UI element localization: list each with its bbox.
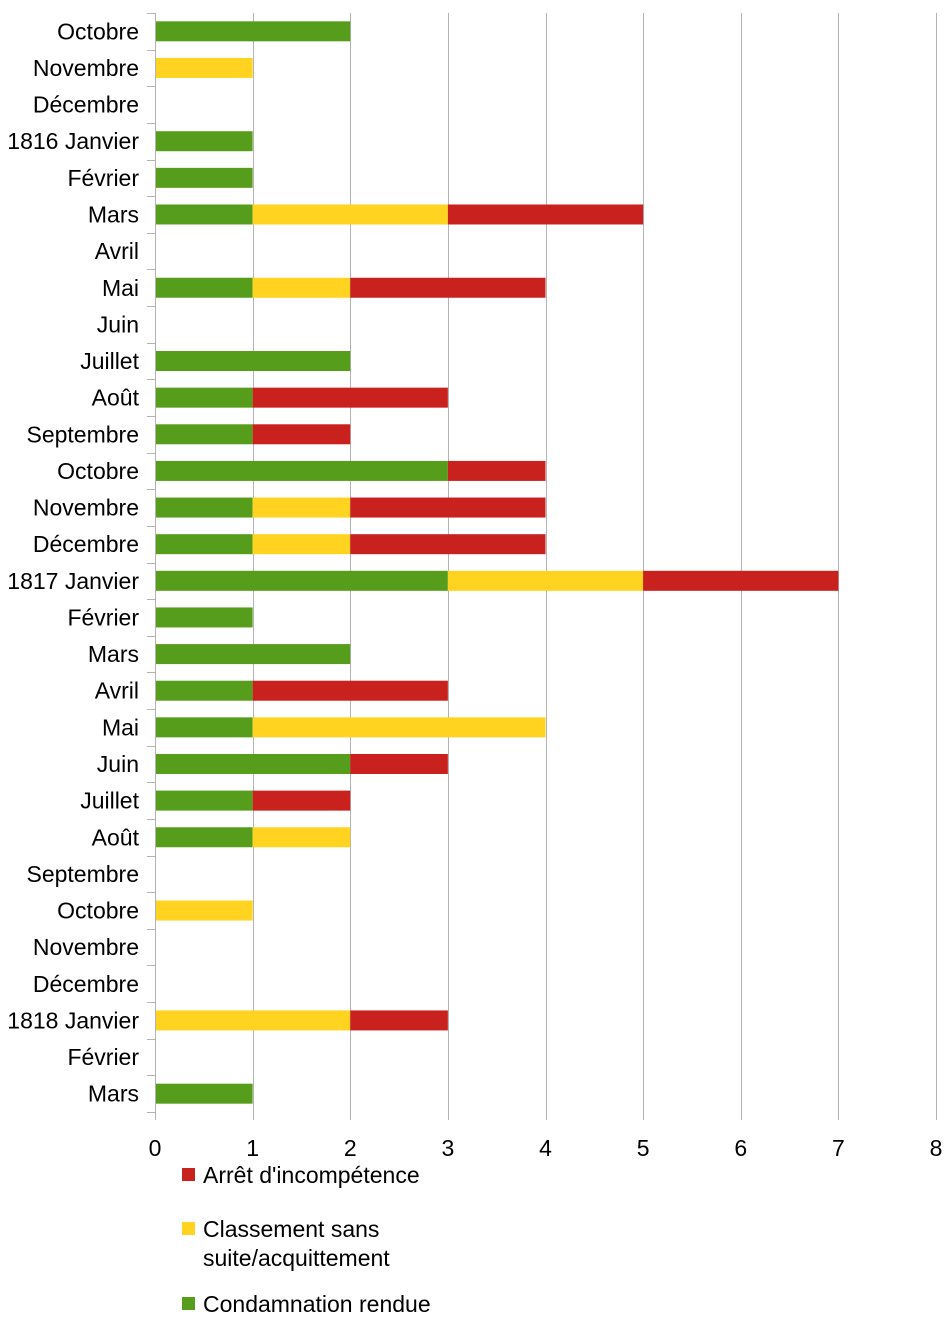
bar-segment-series-0: [155, 351, 351, 372]
y-category-label: 1817 Janvier: [7, 568, 139, 594]
y-category-label: Septembre: [26, 421, 139, 447]
bar-segment-series-2: [350, 753, 448, 774]
bar-segment-series-2: [350, 277, 546, 298]
y-category-label: Novembre: [33, 934, 139, 960]
y-category-label: Octobre: [57, 898, 139, 924]
x-tick-label: 7: [832, 1135, 845, 1161]
y-category-label: Février: [67, 1044, 139, 1070]
y-category-label: Février: [67, 165, 139, 191]
bar-segment-series-0: [155, 204, 253, 225]
x-tick-label: 3: [441, 1135, 454, 1161]
bar-segment-series-2: [252, 790, 351, 811]
bar-segment-series-2: [447, 204, 644, 225]
y-category-label: Septembre: [26, 861, 139, 887]
legend-label: Arrêt d'incompétence: [203, 1162, 420, 1188]
bar-segment-series-1: [155, 1010, 351, 1031]
bar-segment-series-0: [155, 644, 351, 665]
legend-swatch: [182, 1297, 195, 1310]
y-category-label: Juillet: [80, 348, 139, 374]
bar-segment-series-0: [155, 131, 253, 152]
x-tick-label: 1: [246, 1135, 259, 1161]
bar-segment-series-0: [155, 753, 351, 774]
y-category-label: Août: [92, 824, 140, 850]
bar-segment-series-0: [155, 460, 448, 481]
bar-segment-series-1: [252, 277, 351, 298]
y-category-label: Juillet: [80, 788, 139, 814]
bar-segment-series-1: [252, 497, 351, 518]
bar-segment-series-2: [252, 680, 448, 701]
y-category-label: Octobre: [57, 458, 139, 484]
legend-swatch: [182, 1168, 195, 1181]
legend-label: Classement sans: [203, 1216, 379, 1242]
bar-segment-series-0: [155, 570, 448, 591]
bar-segment-series-1: [252, 717, 546, 738]
x-tick-label: 6: [734, 1135, 747, 1161]
y-category-label: Août: [92, 385, 140, 411]
bar-segment-series-1: [252, 827, 351, 848]
bar-segment-series-0: [155, 607, 253, 628]
bar-segment-series-2: [350, 1010, 448, 1031]
y-category-label: Juin: [97, 751, 139, 777]
bar-segment-series-0: [155, 21, 351, 42]
y-category-label: 1816 Janvier: [7, 128, 139, 154]
bar-segment-series-2: [447, 460, 546, 481]
bar-segment-series-1: [447, 570, 644, 591]
bar-segment-series-0: [155, 680, 253, 701]
bar-segment-series-2: [350, 534, 546, 555]
bar-segment-series-0: [155, 387, 253, 408]
y-category-label: Mai: [102, 714, 139, 740]
y-category-label: Novembre: [33, 495, 139, 521]
y-category-label: Décembre: [33, 92, 139, 118]
y-category-label: Décembre: [33, 971, 139, 997]
x-tick-label: 8: [930, 1135, 943, 1161]
bar-segment-series-2: [252, 387, 448, 408]
bar-segment-series-0: [155, 717, 253, 738]
bar-segment-series-2: [252, 424, 351, 445]
y-category-label: Juin: [97, 311, 139, 337]
x-tick-label: 0: [149, 1135, 162, 1161]
bar-segment-series-1: [252, 534, 351, 555]
bar-segment-series-0: [155, 1083, 253, 1104]
axis-layer: 0 1 2 3 4 5 6 7 8 Octobre Novembre Décembre 1816 Jan…: [7, 13, 942, 1161]
bar-segment-series-1: [155, 900, 253, 921]
bar-segment-series-1: [252, 204, 448, 225]
y-category-label: 1818 Janvier: [7, 1007, 139, 1033]
bar-segment-series-0: [155, 497, 253, 518]
bar-segment-series-0: [155, 790, 253, 811]
y-category-label: Mars: [88, 641, 139, 667]
bar-segment-series-2: [643, 570, 839, 591]
bar-segment-series-0: [155, 167, 253, 188]
bar-segment-series-0: [155, 827, 253, 848]
bars-layer: [155, 21, 839, 1104]
bar-segment-series-0: [155, 424, 253, 445]
legend-swatch: [182, 1222, 195, 1235]
x-tick-label: 5: [637, 1135, 650, 1161]
bar-segment-series-1: [155, 57, 253, 78]
bar-segment-series-0: [155, 277, 253, 298]
y-category-label: Novembre: [33, 55, 139, 81]
y-category-label: Février: [67, 604, 139, 630]
grid-layer: [253, 13, 937, 1112]
y-category-label: Mai: [102, 275, 139, 301]
legend-label: suite/acquittement: [203, 1245, 390, 1271]
y-category-label: Décembre: [33, 531, 139, 557]
bar-segment-series-0: [155, 534, 253, 555]
legend: Arrêt d'incompétence Classement sans suite…: [182, 1162, 431, 1317]
y-category-label: Avril: [95, 238, 139, 264]
y-category-label: Avril: [95, 678, 139, 704]
legend-label: Condamnation rendue: [203, 1291, 431, 1317]
y-category-label: Mars: [88, 1081, 139, 1107]
bar-segment-series-2: [350, 497, 546, 518]
y-category-label: Mars: [88, 201, 139, 227]
x-tick-label: 4: [539, 1135, 552, 1161]
x-tick-label: 2: [344, 1135, 357, 1161]
y-category-label: Octobre: [57, 18, 139, 44]
